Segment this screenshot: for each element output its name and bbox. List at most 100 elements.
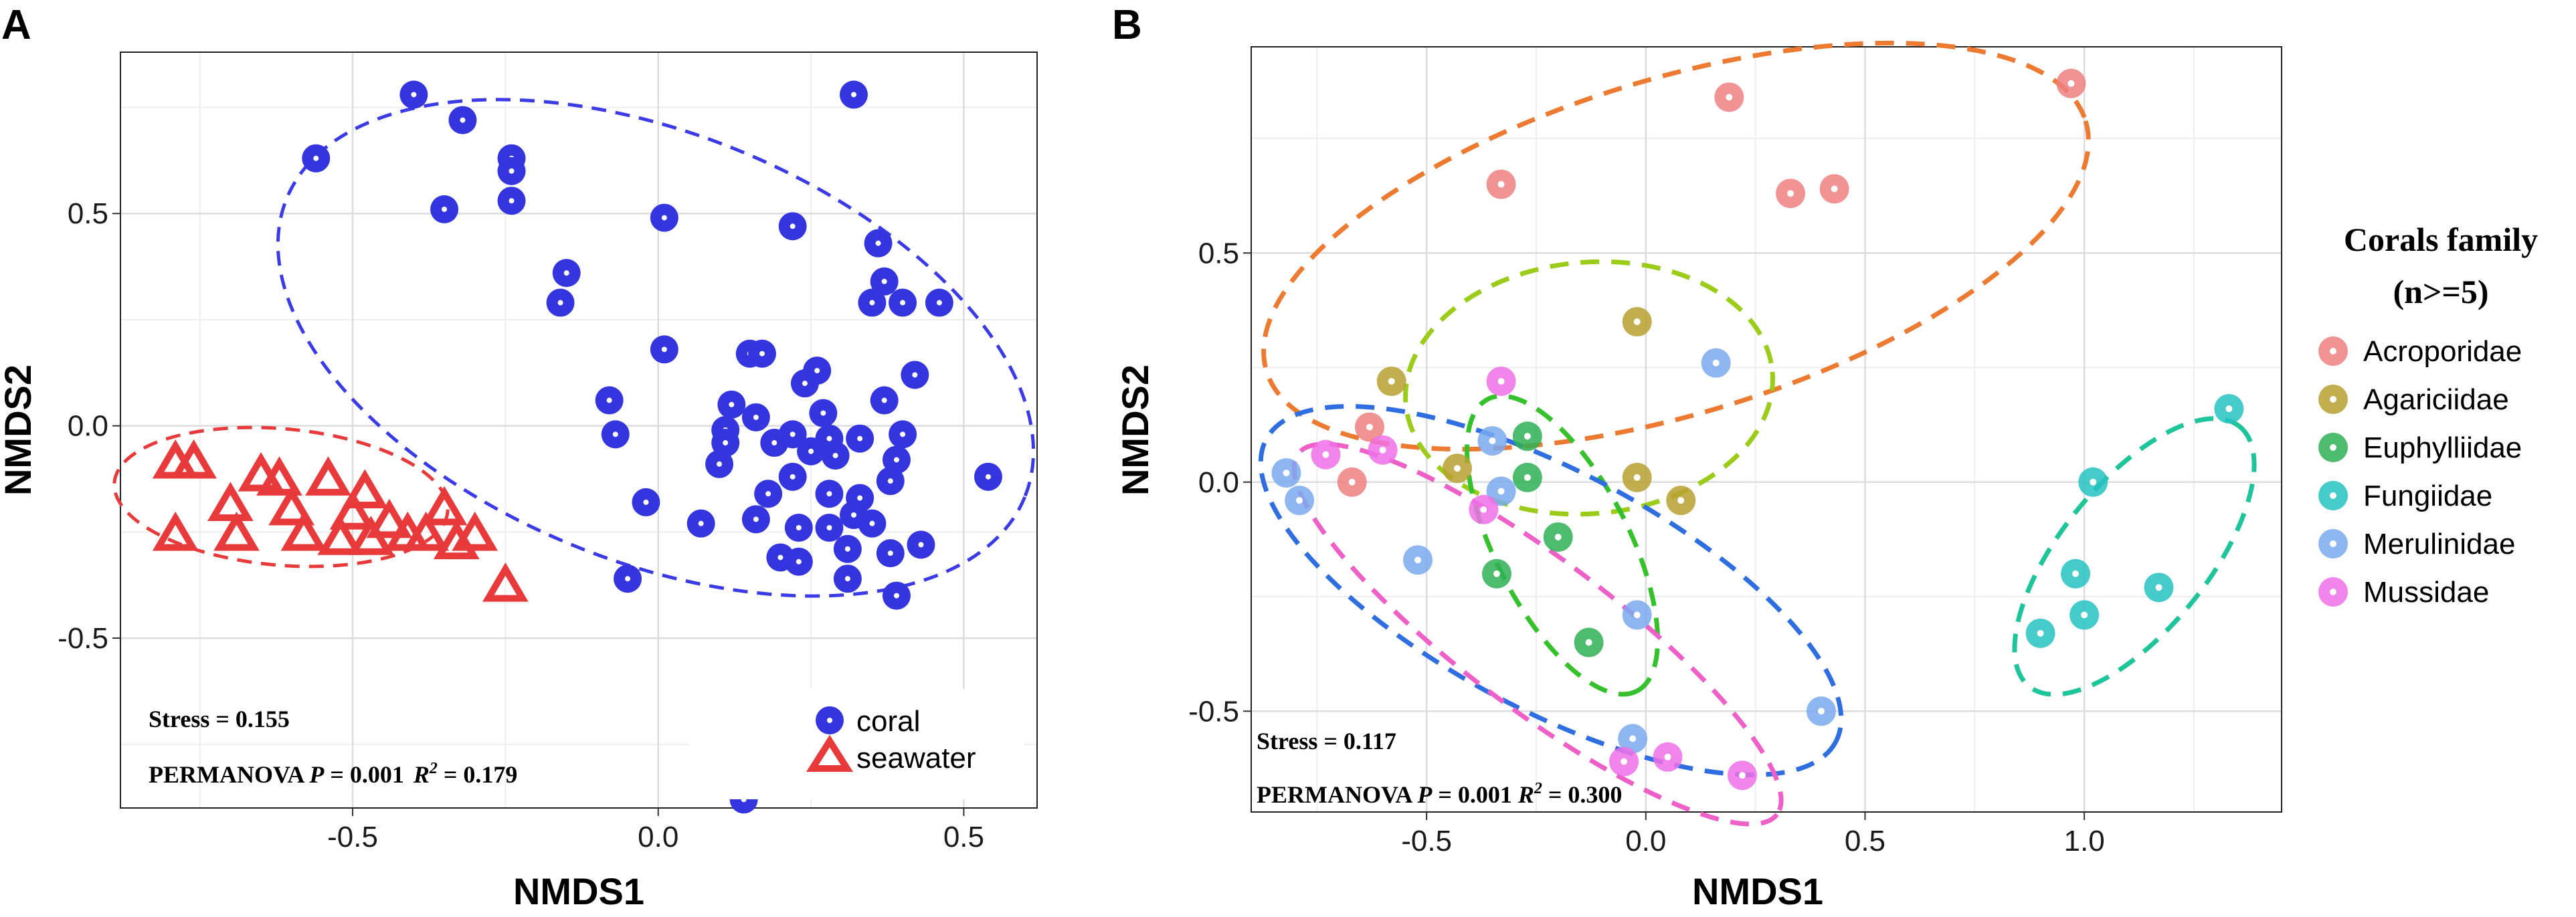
legend-label-euphylliidae: Euphylliidae — [2363, 431, 2522, 464]
panel-b-permanova-text: PERMANOVA P = 0.001 R2 = 0.300 — [1257, 780, 1622, 808]
fungiidae-point-center — [2090, 478, 2097, 486]
coral-point-center — [802, 381, 808, 387]
series-euphylliidae — [1481, 421, 1604, 657]
panel-b-label: B — [1112, 2, 1142, 48]
seawater-point — [341, 469, 388, 508]
panel-a-ellipses — [112, 98, 1036, 598]
euphylliidae-point-center — [1585, 639, 1592, 646]
merulinidae-point-center — [1633, 611, 1641, 619]
coral-point-center — [881, 397, 887, 403]
permanova-prefix: PERMANOVA — [149, 761, 309, 788]
seawater-point — [317, 516, 364, 555]
series-acroporidae — [1337, 68, 2086, 497]
coral-point-center — [313, 155, 319, 161]
series-fungiidae — [2025, 394, 2244, 648]
coral-point-center — [826, 525, 832, 531]
panel-a-points — [152, 80, 1002, 814]
panel-a-legend: coral seawater — [689, 689, 1024, 799]
legend-label-merulinidae: Merulinidae — [2363, 528, 2515, 561]
x-tick-label: 1.0 — [2064, 825, 2105, 857]
panel-b-plot-border — [1251, 46, 2282, 813]
euphylliidae-point-center — [1554, 533, 1562, 540]
panel-b-major-grid — [1251, 47, 2282, 812]
panel-b-minor-grid — [1251, 47, 2282, 812]
legend-label-acroporidae: Acroporidae — [2363, 335, 2522, 368]
panel-b: B -0.5 0.0 0.5 1.0 -0.5 0.0 0.5 Stress = 0.117… — [1112, 2, 2538, 912]
coral-point-center — [563, 270, 569, 276]
agariciidae-ellipse — [1403, 259, 1775, 517]
coral-point-center — [771, 440, 777, 446]
coral-point-center — [851, 512, 856, 518]
legend-glyph-center — [2330, 589, 2336, 595]
coral-point-center — [826, 435, 832, 441]
coral-point-center — [844, 546, 850, 552]
coral-point-center — [918, 542, 924, 548]
coral-point-center — [723, 440, 729, 446]
x-tick-label: -0.5 — [327, 821, 378, 853]
panel-a-stress-text: Stress = 0.155 — [149, 706, 290, 732]
coral-point-center — [729, 401, 735, 407]
coral-point-center — [460, 117, 466, 123]
mussidae-point-center — [1379, 446, 1386, 453]
coral-point-center — [796, 558, 802, 565]
fungiidae-point-center — [2037, 629, 2044, 637]
seawater-point — [207, 482, 254, 522]
coral-point-center — [759, 350, 765, 356]
coral-point-center — [826, 491, 832, 497]
seawater-point — [268, 486, 315, 526]
legend-label-coral: coral — [856, 705, 920, 738]
coral-point-center — [753, 414, 759, 420]
seawater-point — [152, 511, 199, 551]
permanova-r-sup: 2 — [429, 760, 438, 777]
legend-title-line2: (n>=5) — [2393, 273, 2488, 310]
legend-label-mussidae: Mussidae — [2363, 576, 2489, 609]
coral-point-center — [900, 300, 906, 306]
coral-point-center — [881, 278, 887, 284]
panel-b-legend-glyphs — [2318, 336, 2348, 607]
coral-point-center — [661, 215, 667, 221]
panel-a-ticks: -0.5 0.0 0.5 -0.5 0.0 0.5 — [58, 197, 984, 853]
coral-point-center — [887, 478, 893, 484]
seawater-ellipse — [112, 425, 450, 569]
seawater-point — [171, 439, 217, 479]
fungiidae-point-center — [2081, 611, 2088, 619]
euphylliidae-point-center — [1524, 433, 1531, 440]
panel-a-x-axis-title: NMDS1 — [513, 870, 644, 912]
coral-point-center — [900, 431, 906, 437]
coral-point-center — [936, 300, 942, 306]
coral-point-center — [790, 223, 796, 229]
coral-point-center — [698, 520, 704, 526]
panel-a-legend-bg — [689, 689, 1024, 799]
coral-point-center — [985, 474, 991, 480]
acroporidae-point-center — [1497, 181, 1505, 188]
x-tick-label: 0.0 — [638, 821, 678, 853]
x-tick-label: -0.5 — [1401, 825, 1452, 857]
y-tick-label: 0.5 — [68, 197, 108, 230]
fungiidae-point-center — [2155, 584, 2163, 591]
mussidae-point-center — [1497, 378, 1505, 385]
seawater-point — [348, 516, 394, 555]
agariciidae-point-center — [1633, 474, 1641, 481]
coral-point-center — [869, 300, 875, 306]
coral-point-center — [411, 92, 417, 98]
permanova-p-label: P — [1416, 781, 1433, 808]
series-seawater — [152, 439, 529, 602]
merulinidae-point-center — [1296, 497, 1303, 504]
seawater-point — [421, 486, 468, 526]
seawater-point — [433, 520, 480, 560]
euphylliidae-point-center — [1524, 474, 1531, 481]
mussidae-point-center — [1738, 772, 1746, 779]
legend-glyph-center — [2330, 444, 2336, 451]
coral-point-center — [857, 495, 863, 501]
panel-a-permanova-text: PERMANOVA P = 0.001 R2 = 0.179 — [149, 760, 517, 788]
merulinidae-point-center — [1497, 488, 1505, 495]
acroporidae-point-center — [1366, 423, 1373, 431]
y-tick-label: -0.5 — [58, 622, 108, 655]
coral-point-center — [557, 300, 563, 306]
coral-point-center — [893, 593, 899, 599]
agariciidae-point-center — [1677, 497, 1685, 504]
series-merulinidae — [1271, 348, 1836, 754]
panel-a-label: A — [1, 2, 31, 48]
acroporidae-point-center — [1787, 190, 1795, 197]
